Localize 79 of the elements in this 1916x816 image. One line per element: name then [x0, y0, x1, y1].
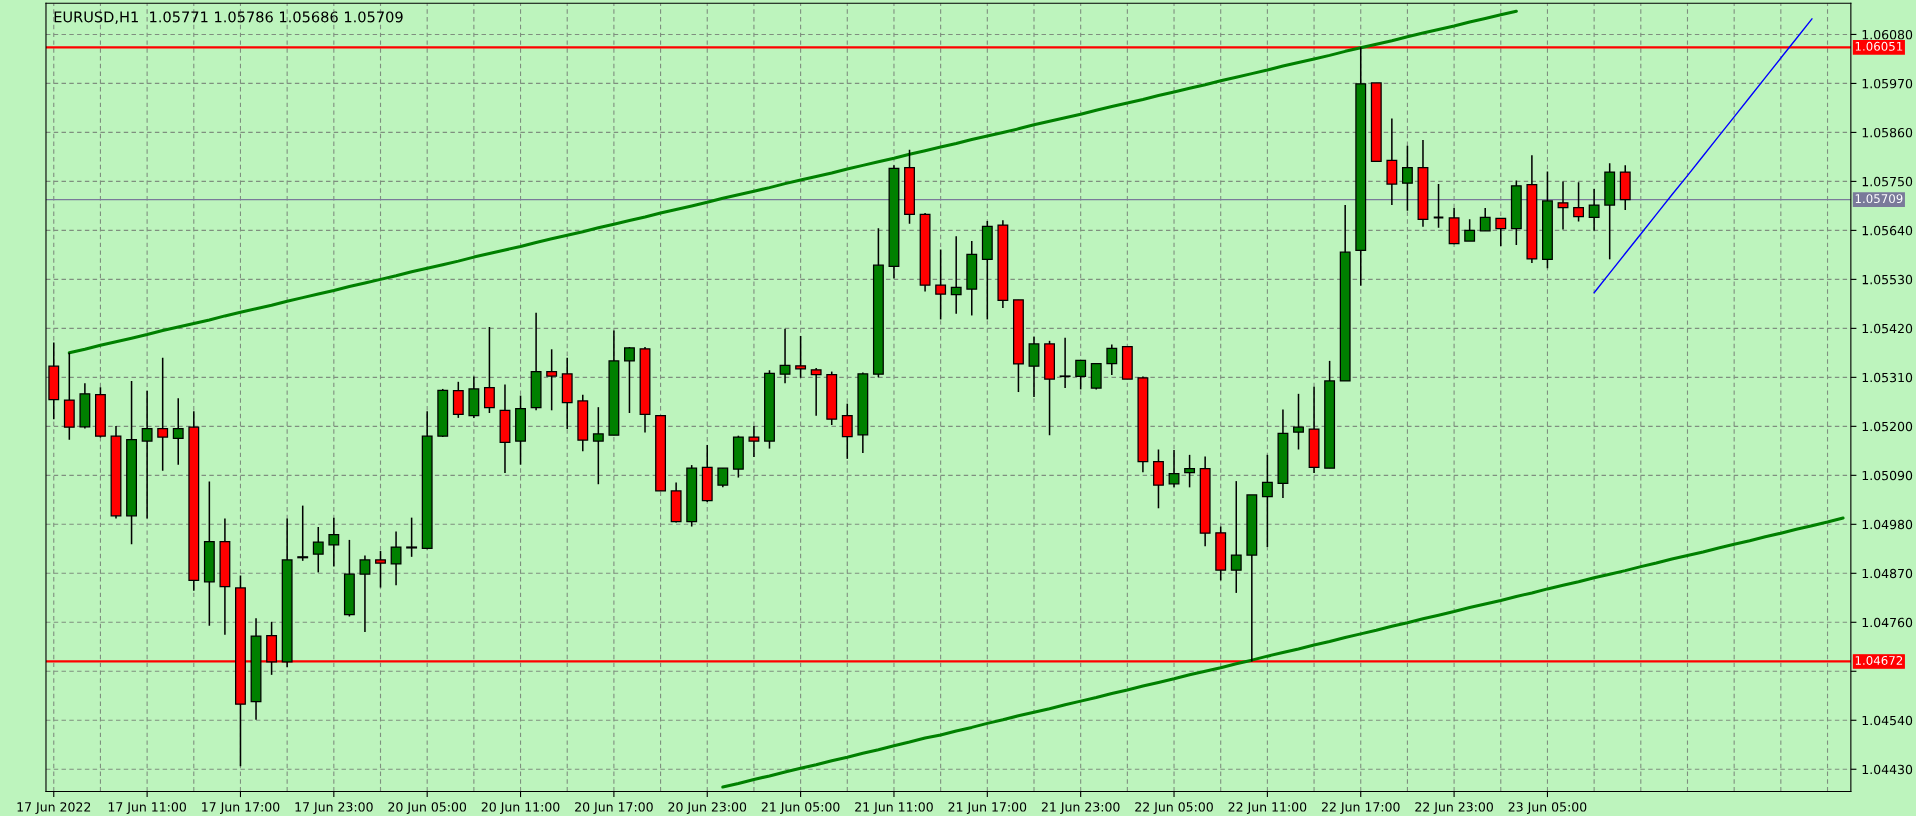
x-tick-label: 23 Jun 05:00 — [1508, 802, 1587, 814]
x-tick-label: 21 Jun 17:00 — [948, 802, 1027, 814]
candlestick — [297, 504, 309, 562]
candlestick — [172, 397, 184, 466]
candlestick — [1401, 145, 1413, 212]
y-tick-label: 1.05640 — [1862, 225, 1913, 236]
candlestick — [452, 381, 464, 419]
candlestick — [328, 516, 340, 568]
candlestick — [1261, 454, 1273, 548]
y-tick-label: 1.05530 — [1862, 274, 1913, 285]
candlestick — [748, 425, 760, 458]
line-series — [1593, 18, 1813, 294]
x-tick-label: 22 Jun 23:00 — [1415, 802, 1493, 814]
candlestick — [1230, 480, 1242, 594]
x-tick-label: 20 Jun 11:00 — [481, 802, 560, 814]
x-tick-label: 20 Jun 23:00 — [668, 802, 747, 814]
x-tick-label: 17 Jun 11:00 — [108, 802, 186, 814]
candlestick — [1557, 180, 1569, 231]
y-tick-label: 1.05750 — [1862, 176, 1913, 187]
candlestick — [795, 335, 807, 379]
y-tick-label: 1.04870 — [1862, 568, 1913, 579]
x-tick-label: 17 Jun 23:00 — [295, 802, 373, 814]
y-tick-label: 1.05090 — [1862, 470, 1913, 481]
candlestick — [546, 348, 558, 412]
y-tick-label: 1.05310 — [1862, 372, 1913, 383]
candlestick — [1588, 188, 1600, 232]
x-tick-label: 20 Jun 05:00 — [388, 802, 467, 814]
candlestick — [1495, 217, 1507, 247]
candlestick — [483, 326, 495, 414]
candlestick — [1479, 207, 1491, 232]
x-tick-label: 22 Jun 11:00 — [1228, 802, 1307, 814]
y-tick-label: 1.04430 — [1862, 764, 1913, 775]
candlestick — [390, 530, 402, 587]
candlestick — [717, 467, 729, 489]
y-tick-label: 1.04760 — [1862, 617, 1913, 628]
candlestick — [312, 526, 324, 574]
candlestick — [810, 367, 822, 417]
candlestick — [841, 402, 853, 460]
candlestick — [359, 554, 371, 633]
x-tick-label: 21 Jun 11:00 — [855, 802, 933, 814]
candlestick — [141, 389, 153, 520]
y-tick-label: 1.05970 — [1862, 78, 1913, 89]
candlestick — [592, 406, 604, 485]
y-tick-label: 1.04980 — [1862, 519, 1913, 530]
x-tick-label: 22 Jun 17:00 — [1321, 802, 1400, 814]
line-series — [721, 516, 1845, 789]
candlestick — [779, 328, 791, 384]
candlestick — [1386, 117, 1398, 206]
candlestick — [375, 550, 386, 589]
x-tick-label: 17 Jun 2022 — [17, 802, 91, 814]
ref-line-label: 1.06051 — [1855, 41, 1903, 51]
candlestick — [1168, 449, 1180, 489]
candlestick — [950, 235, 962, 315]
x-tick-label: 20 Jun 17:00 — [575, 802, 653, 814]
x-tick-label: 17 Jun 17:00 — [202, 802, 280, 814]
candlestick — [1075, 359, 1087, 391]
y-tick-label: 1.05200 — [1862, 421, 1913, 432]
y-tick-label: 1.06080 — [1862, 29, 1913, 40]
y-tick-label: 1.05420 — [1862, 323, 1913, 334]
candlestick — [157, 356, 169, 472]
candlestick — [1573, 181, 1585, 223]
candlestick — [1028, 336, 1040, 398]
candlestick — [1464, 218, 1476, 242]
x-tick-label: 21 Jun 23:00 — [1041, 802, 1120, 814]
candlestick — [1293, 393, 1304, 451]
y-tick-label: 1.04540 — [1862, 715, 1913, 726]
candlestick — [624, 346, 635, 414]
x-tick-label: 21 Jun 05:00 — [761, 802, 840, 814]
candlestick — [1153, 448, 1164, 510]
ref-line-label: 1.04672 — [1855, 655, 1903, 665]
candlestick — [1059, 336, 1071, 389]
candlestick — [935, 248, 947, 321]
candlestick — [1184, 454, 1196, 489]
y-tick-label: 1.05860 — [1862, 127, 1913, 138]
candlestick — [406, 516, 418, 558]
chart-title: EURUSD,H1 1.05771 1.05786 1.05686 1.05709 — [54, 11, 403, 24]
ref-line-label: 1.05709 — [1855, 194, 1903, 204]
candlestick — [1106, 343, 1118, 376]
x-tick-label: 22 Jun 05:00 — [1135, 802, 1213, 814]
